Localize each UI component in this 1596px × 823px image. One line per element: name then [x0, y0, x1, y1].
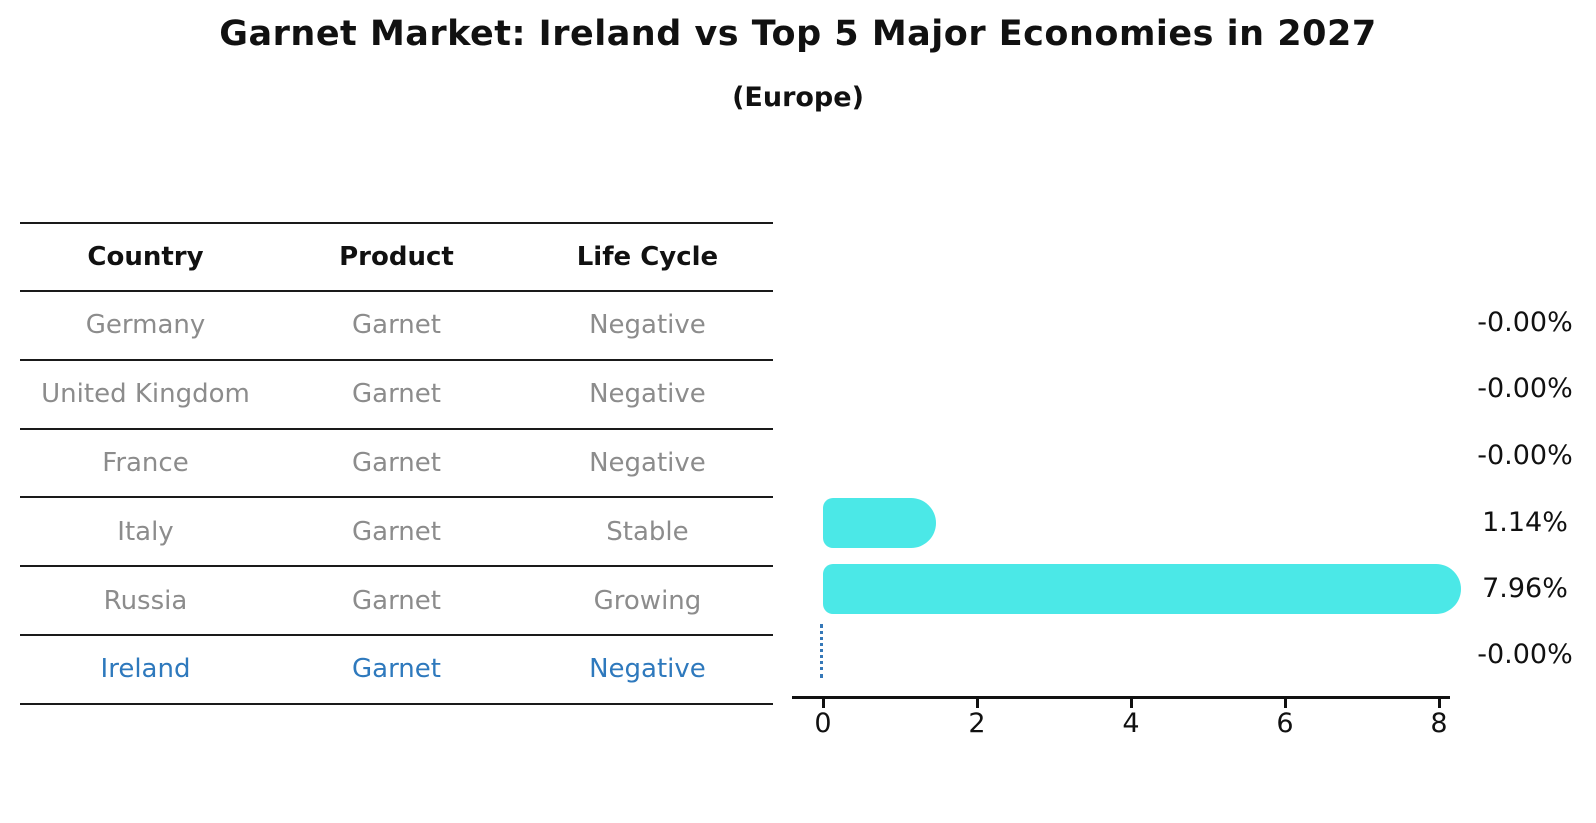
x-axis-tick-label: 6 [1276, 708, 1294, 739]
value-label-france: -0.00% [1477, 440, 1573, 471]
life-cycle-cell: Stable [606, 516, 689, 547]
table-row-russia: Russia Garnet Growing [20, 567, 773, 636]
x-axis-tick-label: 4 [1122, 708, 1140, 739]
life-cycle-cell: Negative [589, 447, 706, 478]
life-cycle-cell: Growing [593, 585, 702, 616]
product-cell: Garnet [351, 447, 441, 478]
country-cell: Russia [103, 585, 188, 616]
chart-subtitle: (Europe) [732, 82, 864, 113]
x-axis-tick-label: 2 [968, 708, 986, 739]
x-axis-tick [1130, 699, 1133, 708]
table-row-united-kingdom: United Kingdom Garnet Negative [20, 361, 773, 430]
table-row-france: France Garnet Negative [20, 430, 773, 499]
value-label-united-kingdom: -0.00% [1477, 373, 1573, 404]
table-row-germany: Germany Garnet Negative [20, 292, 773, 361]
table-row-italy: Italy Garnet Stable [20, 498, 773, 568]
chart-title: Garnet Market: Ireland vs Top 5 Major Ec… [219, 14, 1377, 54]
product-cell: Garnet [351, 585, 441, 616]
product-cell: Garnet [351, 516, 441, 547]
country-cell: France [102, 447, 189, 478]
bar-italy [823, 498, 936, 548]
country-cell: Ireland [100, 654, 191, 685]
x-axis-line [792, 696, 1450, 699]
value-label-ireland: -0.00% [1477, 639, 1573, 670]
country-cell: Germany [85, 310, 206, 341]
x-axis-tick-label: 0 [814, 708, 832, 739]
x-axis-tick [1438, 699, 1441, 708]
country-cell: Italy [117, 516, 174, 547]
table-row-ireland: Ireland Garnet Negative [20, 636, 773, 705]
bar-russia [823, 564, 1461, 614]
product-cell: Garnet [351, 654, 441, 685]
x-axis-tick [822, 699, 825, 708]
column-header-product: Product [339, 242, 454, 272]
column-header-life-cycle: Life Cycle [576, 242, 719, 272]
x-axis-tick-label: 8 [1430, 708, 1448, 739]
value-label-russia: 7.96% [1482, 573, 1568, 604]
value-label-italy: 1.14% [1482, 507, 1568, 538]
life-cycle-cell: Negative [589, 379, 706, 410]
comparison-table: Country Product Life Cycle Germany Garne… [20, 222, 773, 705]
x-axis-tick [1284, 699, 1287, 708]
life-cycle-cell: Negative [589, 654, 706, 685]
product-cell: Garnet [351, 310, 441, 341]
table-header-row: Country Product Life Cycle [20, 224, 773, 292]
ireland-zero-marker [820, 624, 823, 678]
life-cycle-cell: Negative [589, 310, 706, 341]
value-label-germany: -0.00% [1477, 307, 1573, 338]
column-header-country: Country [87, 242, 204, 272]
product-cell: Garnet [351, 379, 441, 410]
x-axis-tick [976, 699, 979, 708]
country-cell: United Kingdom [41, 379, 250, 410]
